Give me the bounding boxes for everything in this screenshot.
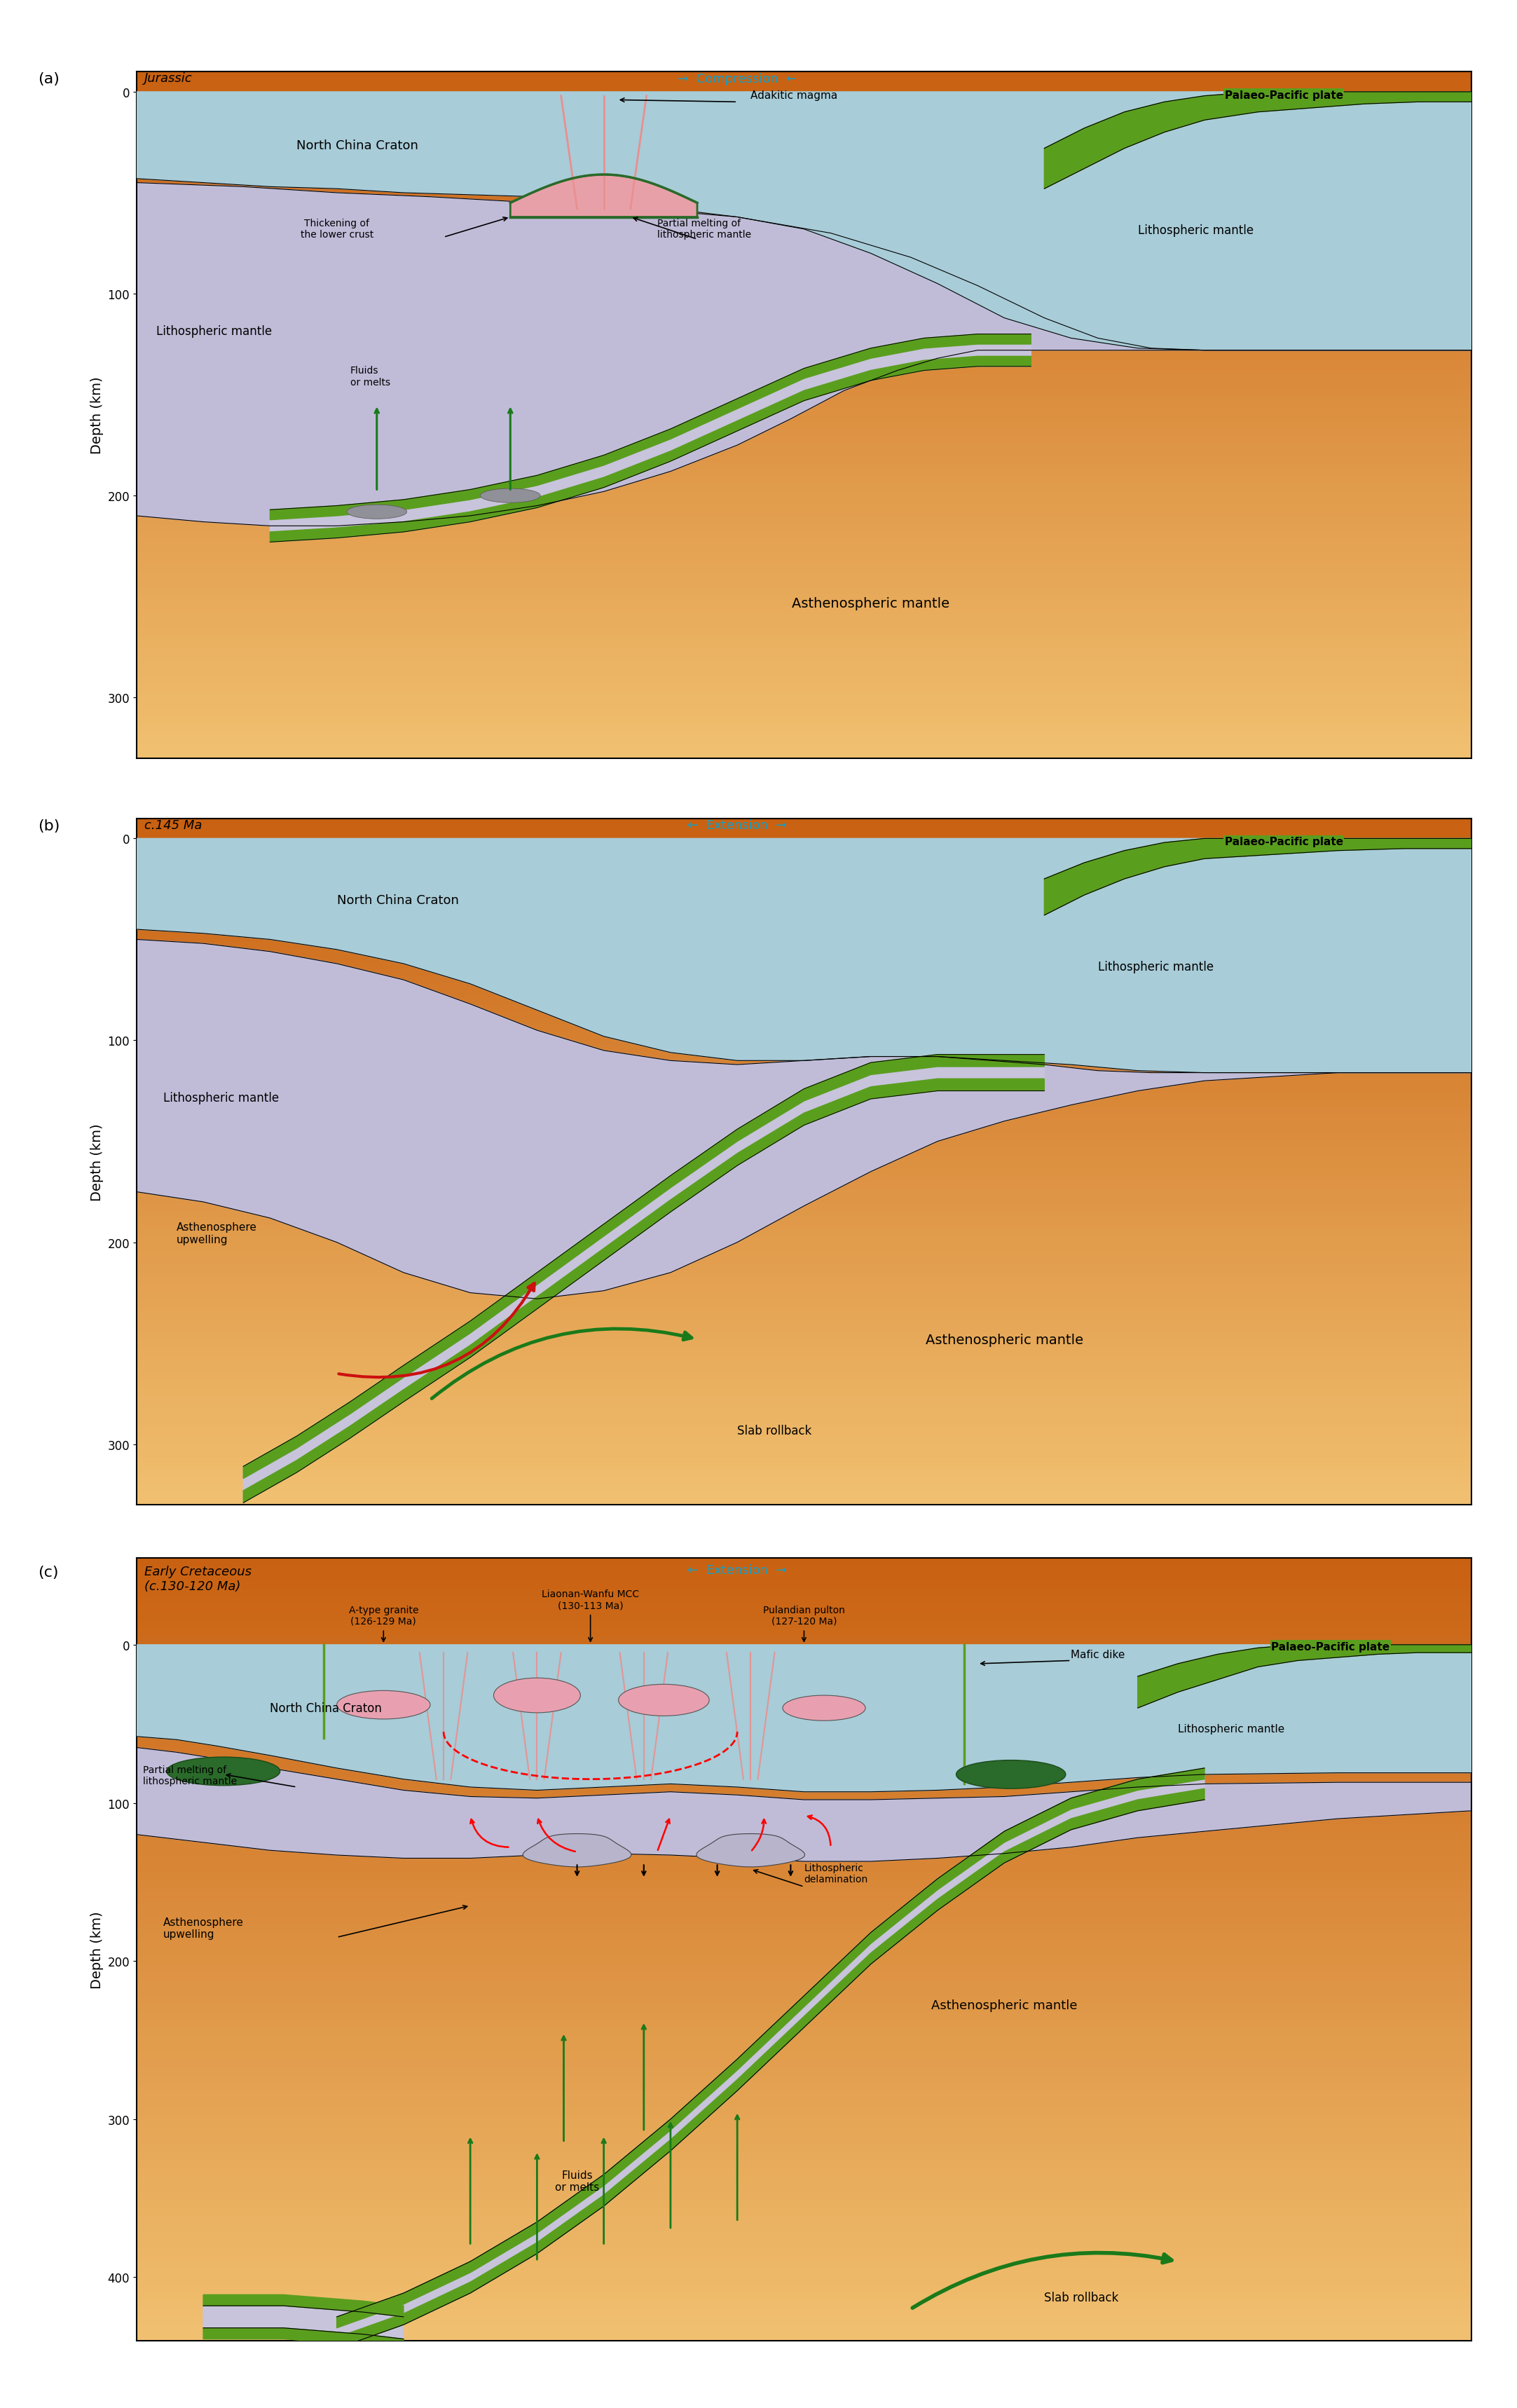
Y-axis label: Depth (km): Depth (km) bbox=[91, 1910, 103, 1989]
Text: Partial melting of
lithospheric mantle: Partial melting of lithospheric mantle bbox=[657, 219, 751, 241]
Polygon shape bbox=[1044, 92, 1471, 190]
Polygon shape bbox=[696, 1835, 806, 1866]
Polygon shape bbox=[137, 92, 1471, 352]
Text: Lithospheric mantle: Lithospheric mantle bbox=[156, 325, 272, 337]
Text: Partial melting of
lithospheric mantle: Partial melting of lithospheric mantle bbox=[143, 1765, 237, 1787]
Text: Lithospheric mantle: Lithospheric mantle bbox=[164, 1091, 279, 1105]
Text: Asthenosphere
upwelling: Asthenosphere upwelling bbox=[164, 1917, 244, 1938]
Polygon shape bbox=[1044, 838, 1471, 915]
Text: Slab rollback: Slab rollback bbox=[1044, 2292, 1120, 2304]
Polygon shape bbox=[137, 183, 1471, 527]
Text: Fluids
or melts: Fluids or melts bbox=[350, 366, 390, 388]
Text: Palaeo-Pacific plate: Palaeo-Pacific plate bbox=[1224, 89, 1343, 101]
Text: Asthenospheric mantle: Asthenospheric mantle bbox=[931, 1999, 1077, 2011]
Text: North China Craton: North China Craton bbox=[270, 1702, 382, 1714]
Text: Lithospheric mantle: Lithospheric mantle bbox=[1138, 224, 1253, 236]
Text: Adakitic magma: Adakitic magma bbox=[751, 89, 837, 101]
Text: Lithospheric mantle: Lithospheric mantle bbox=[1098, 961, 1214, 973]
Text: Pulandian pulton
(127-120 Ma): Pulandian pulton (127-120 Ma) bbox=[763, 1604, 845, 1625]
Ellipse shape bbox=[481, 489, 540, 503]
Text: Lithospheric mantle: Lithospheric mantle bbox=[1177, 1724, 1285, 1734]
Text: (c): (c) bbox=[38, 1565, 59, 1580]
Ellipse shape bbox=[347, 506, 407, 520]
Text: Asthenospheric mantle: Asthenospheric mantle bbox=[925, 1334, 1083, 1346]
Text: North China Craton: North China Craton bbox=[337, 893, 458, 905]
Ellipse shape bbox=[619, 1686, 710, 1717]
Polygon shape bbox=[337, 1767, 1204, 2348]
Text: Lithospheric
delamination: Lithospheric delamination bbox=[804, 1864, 868, 1883]
Text: Asthenosphere
upwelling: Asthenosphere upwelling bbox=[176, 1221, 256, 1245]
Text: Palaeo-Pacific plate: Palaeo-Pacific plate bbox=[1271, 1642, 1390, 1652]
Polygon shape bbox=[137, 1645, 1471, 1792]
Text: ←  Extension  →: ← Extension → bbox=[687, 819, 787, 831]
Polygon shape bbox=[510, 176, 698, 217]
Polygon shape bbox=[137, 838, 1471, 1074]
Y-axis label: Depth (km): Depth (km) bbox=[91, 376, 103, 455]
Polygon shape bbox=[523, 1835, 631, 1866]
Text: Early Cretaceous
(c.130-120 Ma): Early Cretaceous (c.130-120 Ma) bbox=[144, 1565, 252, 1592]
Polygon shape bbox=[243, 1079, 1044, 1503]
Text: (a): (a) bbox=[38, 72, 59, 87]
Text: c.145 Ma: c.145 Ma bbox=[144, 819, 202, 831]
Text: Mafic dike: Mafic dike bbox=[1071, 1649, 1126, 1659]
Text: North China Craton: North China Craton bbox=[297, 140, 419, 152]
Polygon shape bbox=[137, 1748, 1471, 1861]
Ellipse shape bbox=[337, 1690, 431, 1719]
Polygon shape bbox=[337, 1767, 1204, 2329]
Polygon shape bbox=[243, 1055, 1044, 1503]
Ellipse shape bbox=[956, 1760, 1065, 1789]
Text: Fluids
or melts: Fluids or melts bbox=[555, 2170, 599, 2191]
Text: →  Compression  ←: → Compression ← bbox=[678, 72, 796, 84]
Text: A-type granite
(126-129 Ma): A-type granite (126-129 Ma) bbox=[349, 1604, 419, 1625]
Text: Jurassic: Jurassic bbox=[144, 72, 193, 84]
Polygon shape bbox=[1138, 1645, 1471, 1707]
Polygon shape bbox=[270, 335, 1032, 542]
Text: Slab rollback: Slab rollback bbox=[737, 1426, 812, 1438]
Polygon shape bbox=[203, 2295, 404, 2316]
Polygon shape bbox=[337, 1789, 1204, 2348]
Text: Asthenospheric mantle: Asthenospheric mantle bbox=[792, 597, 950, 609]
Text: Palaeo-Pacific plate: Palaeo-Pacific plate bbox=[1224, 836, 1343, 848]
Ellipse shape bbox=[783, 1695, 865, 1722]
Polygon shape bbox=[270, 356, 1032, 542]
Polygon shape bbox=[243, 1055, 1044, 1479]
Polygon shape bbox=[137, 939, 1471, 1300]
Ellipse shape bbox=[493, 1678, 581, 1712]
Polygon shape bbox=[203, 2329, 404, 2350]
Text: ←  Extension  →: ← Extension → bbox=[687, 1563, 787, 1577]
Ellipse shape bbox=[167, 1758, 281, 1787]
Text: (b): (b) bbox=[38, 819, 59, 833]
Y-axis label: Depth (km): Depth (km) bbox=[91, 1122, 103, 1202]
Text: Liaonan-Wanfu MCC
(130-113 Ma): Liaonan-Wanfu MCC (130-113 Ma) bbox=[542, 1589, 639, 1611]
Polygon shape bbox=[270, 335, 1032, 520]
Text: Thickening of
the lower crust: Thickening of the lower crust bbox=[300, 219, 373, 241]
Polygon shape bbox=[203, 2307, 404, 2338]
